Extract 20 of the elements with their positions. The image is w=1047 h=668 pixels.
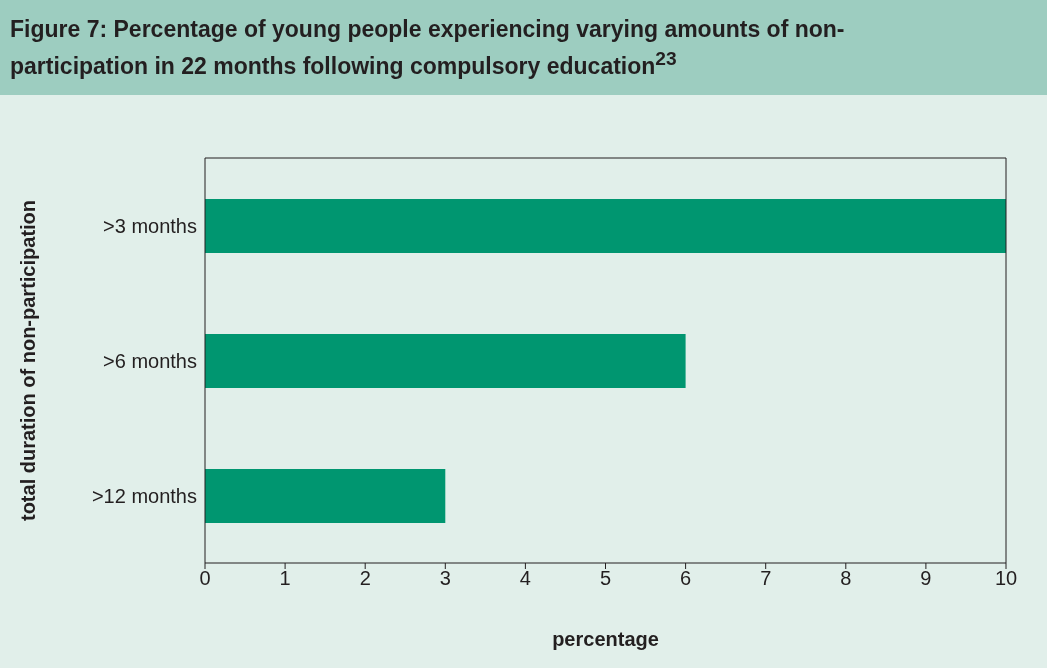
x-tick-label: 1 [279,567,291,590]
x-tick-label: 0 [199,567,211,590]
x-tick-label: 9 [920,567,932,590]
x-tick-label: 5 [599,567,612,590]
x-tick-label: 7 [760,567,772,590]
bar [205,334,686,388]
x-tick-label: 6 [680,567,692,590]
bar [205,469,446,523]
x-tick-label: 10 [994,567,1018,590]
y-tick-label: >3 months [103,214,197,237]
y-tick-label: >6 months [103,349,197,372]
x-tick-label: 2 [359,567,371,590]
x-tick-label: 4 [519,567,531,590]
y-tick-label: >12 months [91,484,197,507]
x-tick-label: 8 [840,567,852,590]
chart-title: Figure 7: Percentage of young people experiencing varying amounts of non-participation in 22 months following compulsory education$^{23}$ [10,15,846,81]
x-axis-title: percentage [552,628,659,650]
x-tick-label: 3 [439,567,451,590]
y-axis-title: total duration of non-participation [17,199,40,522]
bar [205,199,1006,253]
